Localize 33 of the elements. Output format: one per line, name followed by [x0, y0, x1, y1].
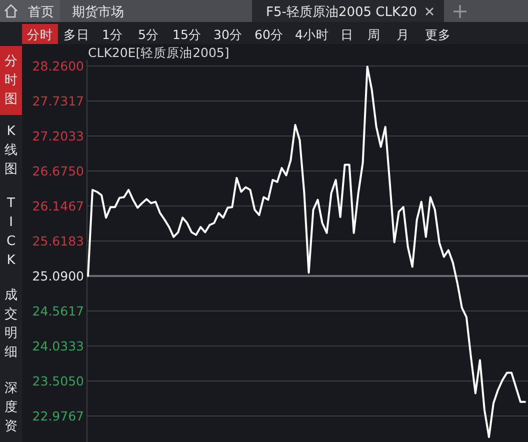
- text: F5-轻质原油2005 CLK20: [266, 5, 418, 20]
- text: 深度资: [4, 381, 18, 434]
- line-series: [87, 66, 526, 438]
- y-tick-label: 22.9767: [32, 408, 84, 424]
- text: 周: [368, 27, 380, 42]
- text: 月: [396, 27, 410, 42]
- text: 日: [340, 27, 354, 42]
- y-tick-label: 27.7317: [32, 93, 84, 108]
- text: 多日: [64, 27, 90, 42]
- text: 期货市场: [72, 5, 124, 20]
- y-tick-label: 26.6750: [32, 163, 84, 178]
- text: TICK: [6, 196, 16, 268]
- text: K线图: [4, 124, 18, 177]
- text: 成交明细: [4, 288, 18, 360]
- text: 30分: [214, 27, 242, 42]
- text: 首页: [28, 5, 54, 20]
- text: 1分: [102, 27, 123, 42]
- text: 分时图: [4, 54, 18, 107]
- y-tick-label: 28.2600: [32, 58, 84, 74]
- y-tick-label: 27.2033: [32, 128, 84, 144]
- text: 15分: [172, 27, 202, 42]
- y-tick-label: 24.5617: [32, 304, 84, 319]
- text: 更多: [425, 27, 451, 42]
- y-tick-label: 25.0900: [32, 268, 84, 284]
- text: 60分: [254, 27, 284, 42]
- chart-title: CLK20E[轻质原油2005]: [88, 45, 230, 60]
- text: 5分: [138, 27, 159, 42]
- y-tick-label: 25.6183: [32, 234, 84, 249]
- y-tick-label: 23.5050: [32, 374, 84, 389]
- y-tick-label: 24.0333: [32, 338, 84, 354]
- text: 分时: [27, 27, 53, 42]
- y-tick-label: 26.1467: [32, 198, 84, 214]
- text: 4小时: [295, 27, 329, 42]
